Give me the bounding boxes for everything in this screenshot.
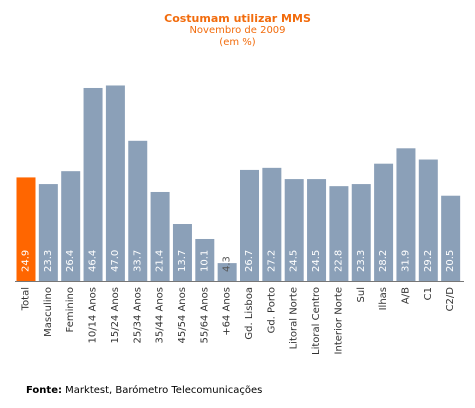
tick-label: C1 [423, 287, 434, 300]
data-label: 28.2 [378, 250, 389, 272]
data-label: 46.4 [88, 250, 99, 272]
tick-label: C2/D [445, 287, 456, 312]
data-label: 21.4 [155, 250, 166, 272]
bar [16, 177, 36, 281]
bar [262, 167, 282, 281]
source-note: Fonte: Marktest, Barómetro Telecomunicaç… [26, 385, 262, 396]
tick-label: +64 Anos [222, 287, 233, 336]
bar [441, 195, 461, 281]
tick-label: Sul [356, 287, 367, 302]
data-label: 26.7 [244, 250, 255, 272]
bar [240, 169, 259, 281]
bar [105, 85, 125, 281]
tick-label: Total [21, 287, 32, 311]
bar [418, 159, 438, 281]
data-label: 26.4 [65, 250, 76, 272]
data-label: 31.9 [400, 250, 411, 272]
tick-label: Masculino [43, 287, 54, 337]
data-label: 24.5 [311, 250, 322, 272]
bar [83, 87, 103, 281]
tick-label: 10/14 Anos [88, 287, 99, 344]
tick-label: 15/24 Anos [110, 287, 121, 344]
bar [150, 191, 170, 281]
tick-label: Interior Norte [333, 287, 344, 354]
tick-label: Feminino [65, 287, 76, 332]
bar [195, 238, 215, 281]
tick-label: Gd. Lisboa [244, 287, 255, 340]
bar [307, 179, 327, 281]
data-label: 29.2 [423, 250, 434, 272]
bar [38, 184, 58, 281]
data-label: 24.9 [21, 250, 32, 272]
data-label: 10.1 [199, 250, 210, 272]
data-label: 20.5 [445, 250, 456, 272]
bar [284, 179, 304, 281]
tick-label: 55/64 Anos [199, 287, 210, 344]
tick-label: 45/54 Anos [177, 287, 188, 344]
chart-subtitle: Novembro de 2009 [189, 25, 286, 36]
tick-label: Ilhas [378, 287, 389, 310]
chart-unit-note: (em %) [219, 37, 256, 48]
bar [61, 171, 81, 281]
tick-label: 35/44 Anos [155, 287, 166, 344]
bar [351, 184, 371, 281]
bar [217, 263, 237, 281]
tick-label: 25/34 Anos [132, 287, 143, 344]
tick-label: A/B [400, 287, 411, 304]
data-label: 4.3 [222, 256, 233, 272]
source-label: Fonte: [26, 385, 62, 396]
tick-label: Litoral Norte [289, 287, 300, 349]
source-text: Marktest, Barómetro Telecomunicações [65, 385, 263, 396]
tick-label: Gd. Porto [266, 287, 277, 333]
data-label: 33.7 [132, 250, 143, 272]
bar [329, 186, 349, 281]
bar [172, 224, 192, 281]
data-label: 27.2 [266, 250, 277, 272]
bar [128, 140, 148, 281]
bar [396, 148, 416, 281]
chart-title: Costumam utilizar MMS [164, 12, 311, 25]
data-label: 23.3 [43, 250, 54, 272]
data-label: 13.7 [177, 250, 188, 272]
tick-label: Litoral Centro [311, 287, 322, 355]
bar [374, 163, 394, 281]
data-label: 23.3 [356, 250, 367, 272]
chart-header: Costumam utilizar MMS Novembro de 2009 (… [0, 12, 475, 49]
data-label: 47.0 [110, 250, 121, 272]
data-label: 24.5 [289, 250, 300, 272]
data-label: 22.8 [333, 250, 344, 272]
